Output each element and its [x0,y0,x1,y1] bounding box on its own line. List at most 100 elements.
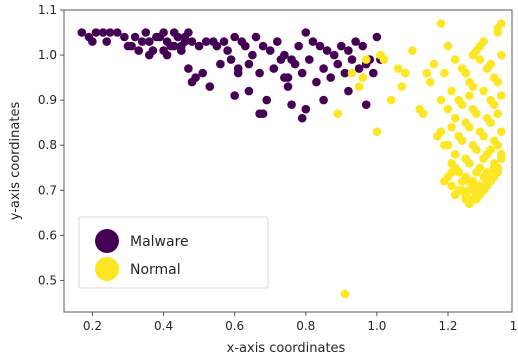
malware-point [347,55,357,64]
malware-point [351,37,360,46]
malware-point [244,59,254,69]
x-tick-label: 1.0 [367,319,386,333]
malware-point [187,37,197,46]
malware-point [134,46,143,55]
malware-point [301,104,311,114]
normal-point [461,68,471,78]
malware-point [184,64,193,73]
normal-point [465,159,474,168]
malware-point [113,28,122,37]
normal-point [486,118,496,127]
normal-point [433,131,442,141]
normal-point [347,68,357,78]
malware-point [326,73,336,82]
malware-point [216,59,225,69]
normal-point [397,82,407,91]
normal-point [429,59,439,69]
normal-point [486,145,496,154]
malware-point [241,41,250,51]
legend-label-normal: Normal [130,262,181,278]
normal-point [479,131,488,141]
normal-point [497,127,506,136]
y-tick-label: 0.5 [38,273,57,287]
x-tick-label: 0.2 [83,319,102,333]
normal-point [472,181,481,191]
malware-point [258,41,268,51]
malware-point [369,68,378,78]
normal-point [479,154,488,163]
normal-point [468,140,478,150]
malware-point [223,46,232,55]
malware-point [329,50,339,60]
normal-point [468,50,478,60]
malware-point [290,59,300,69]
malware-point [233,68,243,78]
legend: Malware Normal [78,216,269,289]
malware-point [173,32,183,42]
y-tick-label: 1.1 [38,3,57,17]
malware-point [372,32,382,42]
malware-point [137,37,147,46]
malware-point [297,113,307,123]
normal-point [450,149,460,159]
legend-box [78,216,269,289]
normal-point [354,82,364,91]
malware-point [169,41,179,51]
malware-point [159,28,168,37]
malware-point [105,28,115,37]
normal-point [457,136,467,145]
malware-point [230,32,239,42]
malware-point [177,46,186,55]
normal-point [443,41,453,51]
normal-point [393,64,403,73]
normal-point [401,68,410,78]
normal-point [436,95,446,105]
malware-point [301,28,311,37]
malware-point [120,32,129,42]
malware-point [102,37,111,46]
normal-point [479,172,488,182]
malware-point [280,73,289,82]
malware-point [230,91,239,100]
normal-point [468,82,478,91]
malware-point [127,41,136,51]
malware-point [344,46,353,55]
normal-point [497,19,506,28]
normal-point [489,100,499,109]
normal-point [333,109,343,118]
normal-point [475,55,485,64]
normal-point [454,186,464,195]
malware-point [255,68,264,78]
legend-marker-normal [95,257,119,281]
normal-point [386,95,396,105]
normal-point [447,181,456,191]
malware-point [273,37,282,46]
y-tick-label: 1.0 [38,48,57,62]
malware-point [354,64,364,73]
normal-point [376,50,385,60]
points-layer [77,19,506,299]
y-tick-label: 0.8 [38,138,57,152]
malware-point [145,37,154,46]
normal-point [418,109,428,118]
malware-point [187,77,197,87]
normal-point [440,177,449,186]
malware-point [162,50,172,60]
malware-point [180,37,190,46]
normal-point [497,50,506,60]
normal-point [425,77,435,87]
malware-point [322,46,332,55]
normal-point [465,122,474,132]
malware-point [319,95,328,105]
normal-point [450,55,460,64]
malware-point [297,68,307,78]
normal-point [482,64,492,73]
normal-point [440,140,449,150]
malware-point [219,37,229,46]
normal-point [440,68,449,78]
malware-point [205,82,215,91]
malware-point [248,50,257,60]
normal-point [408,46,417,55]
malware-point [294,41,304,51]
